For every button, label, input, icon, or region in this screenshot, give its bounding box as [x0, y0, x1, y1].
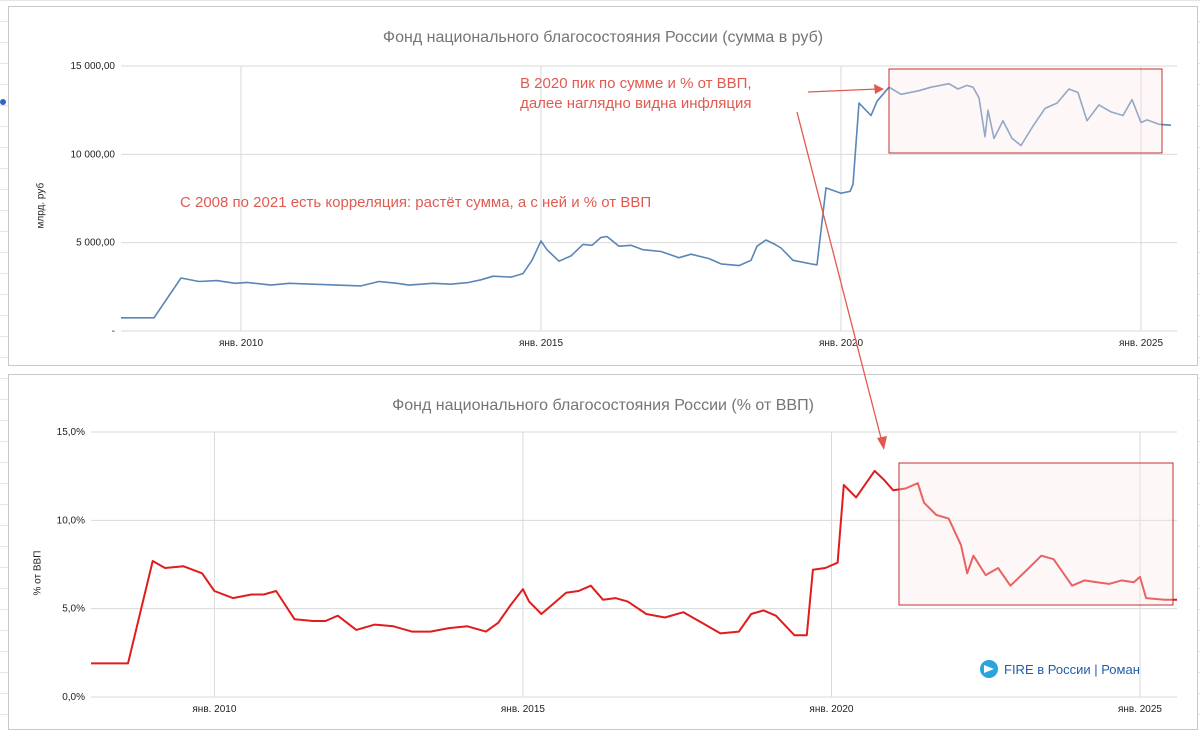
x-tick-label: янв. 2015 — [501, 704, 545, 715]
edge-marker — [0, 99, 6, 105]
y-tick-label: 10 000,00 — [71, 149, 116, 160]
series-line — [91, 469, 1177, 665]
x-tick-label: янв. 2025 — [1119, 338, 1163, 349]
chart-panel-sum: Фонд национального благосостояния России… — [8, 6, 1198, 366]
highlight-box-top — [888, 68, 1163, 154]
arrow-to-bottom-peak — [796, 111, 883, 443]
x-tick-label: янв. 2010 — [219, 338, 263, 349]
y-tick-label: - — [112, 326, 115, 337]
arrowhead-bottom — [877, 436, 887, 450]
x-tick-label: янв. 2015 — [519, 338, 563, 349]
chart-plot-gdp: 0,0% 5,0% 10,0% 15,0% янв. 2010 янв. 2015 янв.… — [57, 427, 1177, 715]
telegram-icon — [980, 660, 998, 678]
x-tick-label: янв. 2010 — [192, 704, 236, 715]
y-tick-label: 15,0% — [57, 427, 85, 438]
x-tick-label: янв. 2020 — [809, 704, 853, 715]
annotation-peak: В 2020 пик по сумме и % от ВВП, далее на… — [520, 74, 752, 114]
y-tick-label: 0,0% — [62, 692, 85, 703]
series-line — [121, 82, 1172, 319]
x-tick-label: янв. 2025 — [1118, 704, 1162, 715]
arrowhead-top — [874, 84, 884, 94]
highlight-box-bottom — [898, 462, 1174, 606]
y-tick-label: 5,0% — [62, 604, 85, 615]
annotation-peak-line1: В 2020 пик по сумме и % от ВВП, — [520, 75, 752, 92]
y-tick-label: 5 000,00 — [76, 238, 115, 249]
chart-title: Фонд национального благосостояния России… — [382, 29, 824, 46]
brand-label: FIRE в России | Роман — [1004, 661, 1140, 677]
annotation-peak-line2: далее наглядно видна инфляция — [520, 95, 752, 112]
x-tick-label: янв. 2020 — [819, 338, 863, 349]
annotation-correlation: С 2008 по 2021 есть корреляция: растёт с… — [180, 194, 652, 211]
y-tick-label: 10,0% — [57, 515, 85, 526]
brand-link[interactable]: FIRE в России | Роман — [980, 660, 1140, 678]
chart-plot-sum: - 5 000,00 10 000,00 15 000,00 янв. 2010 янв.… — [71, 61, 1177, 349]
y-tick-label: 15 000,00 — [71, 61, 116, 72]
chart-title: Фонд национального благосостояния России… — [392, 397, 814, 414]
arrow-to-top-peak — [807, 88, 879, 93]
chart-panel-gdp: Фонд национального благосостояния России… — [8, 374, 1198, 730]
